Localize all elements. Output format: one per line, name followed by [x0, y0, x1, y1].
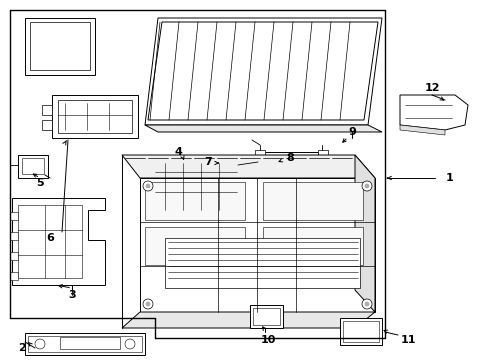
Bar: [263, 227, 363, 265]
Circle shape: [225, 160, 235, 170]
Text: 8: 8: [286, 153, 294, 163]
Circle shape: [362, 299, 372, 309]
Circle shape: [125, 339, 135, 349]
Text: 3: 3: [68, 290, 76, 300]
Polygon shape: [122, 312, 375, 328]
Polygon shape: [42, 105, 52, 115]
Polygon shape: [250, 305, 283, 328]
Polygon shape: [42, 120, 52, 130]
Polygon shape: [143, 158, 242, 212]
Polygon shape: [18, 155, 48, 178]
Bar: [263, 182, 363, 220]
Circle shape: [143, 181, 153, 191]
Circle shape: [143, 299, 153, 309]
Polygon shape: [10, 212, 18, 220]
Circle shape: [365, 184, 369, 188]
Polygon shape: [52, 95, 138, 138]
Polygon shape: [145, 125, 382, 132]
Text: 7: 7: [204, 157, 212, 167]
Circle shape: [362, 181, 372, 191]
Polygon shape: [145, 18, 382, 125]
Text: 4: 4: [174, 147, 182, 157]
Polygon shape: [10, 252, 18, 260]
Polygon shape: [215, 155, 240, 162]
Text: 6: 6: [46, 233, 54, 243]
Polygon shape: [255, 150, 265, 177]
Text: 10: 10: [260, 335, 276, 345]
Bar: [165, 238, 360, 288]
Polygon shape: [10, 272, 18, 280]
Text: 9: 9: [348, 127, 356, 137]
Circle shape: [365, 302, 369, 306]
Text: 5: 5: [36, 178, 44, 188]
Circle shape: [222, 157, 238, 173]
Text: 11: 11: [400, 335, 416, 345]
Polygon shape: [25, 18, 95, 75]
Text: 12: 12: [424, 83, 440, 93]
Bar: [145, 227, 245, 265]
Bar: [60, 337, 120, 349]
Polygon shape: [355, 155, 375, 312]
Polygon shape: [400, 125, 445, 135]
Polygon shape: [262, 152, 318, 175]
Polygon shape: [400, 95, 468, 130]
Text: 1: 1: [446, 173, 454, 183]
Polygon shape: [10, 232, 18, 240]
Circle shape: [35, 339, 45, 349]
Polygon shape: [140, 178, 375, 312]
Polygon shape: [122, 155, 375, 178]
Polygon shape: [12, 198, 105, 285]
Circle shape: [146, 302, 150, 306]
Bar: [145, 182, 245, 220]
Polygon shape: [318, 150, 328, 177]
Polygon shape: [25, 333, 145, 355]
Circle shape: [146, 184, 150, 188]
Text: 2: 2: [18, 343, 26, 353]
Polygon shape: [340, 318, 382, 345]
